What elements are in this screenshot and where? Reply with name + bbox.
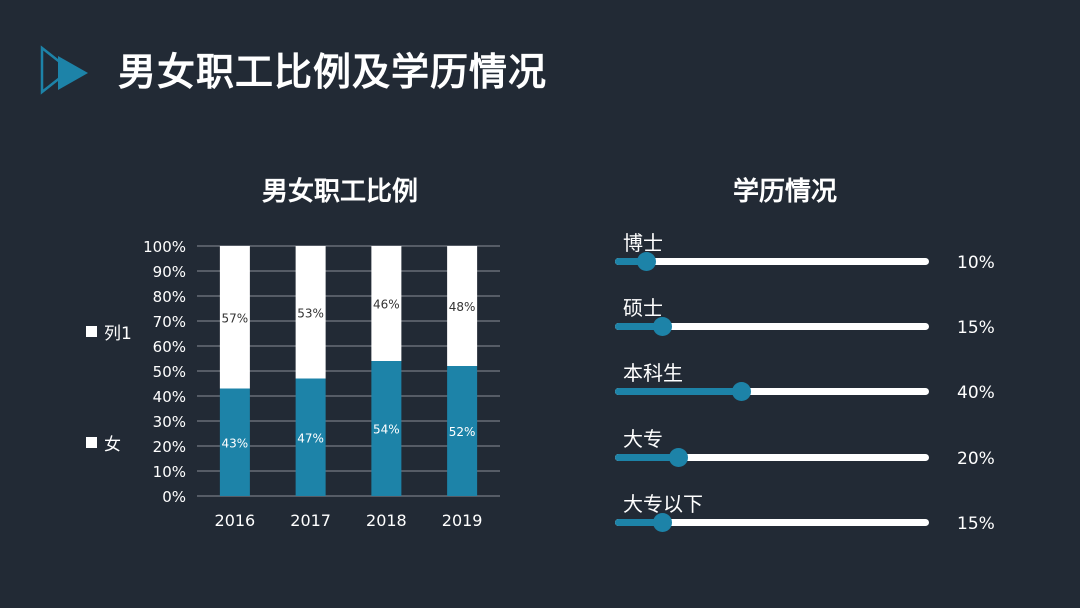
bar-female — [447, 366, 478, 496]
bar-lie1 — [219, 246, 250, 389]
education-row-master: 硕士 15% — [615, 295, 1005, 351]
data-label-lie1: 48% — [449, 300, 476, 314]
bar-lie1 — [295, 246, 326, 379]
y-tick-label: 80% — [153, 288, 186, 306]
education-slider-knob[interactable] — [731, 382, 751, 401]
x-tick-label: 2019 — [442, 511, 483, 530]
education-track — [615, 252, 929, 271]
education-label: 大专以下 — [623, 492, 703, 516]
page-title: 男女职工比例及学历情况 — [118, 50, 548, 94]
data-label-female: 54% — [373, 423, 400, 437]
y-tick-label: 40% — [153, 388, 186, 406]
bar-female — [295, 378, 326, 496]
data-label-lie1: 46% — [373, 298, 400, 312]
education-track — [615, 448, 929, 467]
education-row-bachelor: 本科生 40% — [615, 360, 1005, 416]
y-tick-label: 60% — [153, 338, 186, 356]
education-slider-knob[interactable] — [653, 513, 673, 532]
education-value: 15% — [957, 318, 995, 338]
legend-swatch-white — [86, 326, 97, 337]
bar-female — [219, 388, 250, 496]
gender-chart-title: 男女职工比例 — [262, 177, 419, 207]
legend-item-female: 女 — [86, 430, 121, 455]
education-row-phd: 博士 10% — [615, 230, 1005, 286]
y-tick-label: 20% — [153, 438, 186, 456]
legend-item-lie1: 列1 — [86, 319, 132, 344]
education-track — [615, 382, 929, 401]
education-fill — [615, 258, 647, 265]
legend-label: 女 — [104, 435, 121, 455]
education-track — [615, 513, 929, 532]
education-fill — [615, 388, 741, 395]
gender-bar-chart: 0% 10% 20% 30% 40% 50% 60% 70% 80% 90% 100% 43% 57% 2… — [143, 238, 500, 530]
education-title: 学历情况 — [733, 177, 838, 207]
legend-label: 列1 — [104, 324, 132, 344]
education-row-college: 大专 20% — [615, 426, 1005, 482]
y-tick-label: 70% — [153, 313, 186, 331]
y-tick-label: 10% — [153, 463, 186, 481]
y-tick-label: 100% — [143, 238, 186, 256]
x-tick-label: 2018 — [366, 511, 407, 530]
education-slider-knob[interactable] — [637, 252, 657, 271]
y-tick-label: 0% — [162, 488, 186, 506]
y-tick-label: 90% — [153, 263, 186, 281]
data-label-female: 43% — [222, 436, 249, 450]
x-tick-label: 2017 — [290, 511, 331, 530]
bar-female — [371, 361, 402, 496]
legend-swatch-white — [86, 437, 97, 448]
education-fill — [615, 454, 678, 461]
bar-lie1 — [371, 246, 402, 361]
bar-lie1 — [447, 246, 478, 366]
education-fill — [615, 519, 663, 526]
education-value: 20% — [957, 449, 995, 469]
education-slider-knob[interactable] — [668, 448, 688, 467]
y-tick-label: 30% — [153, 413, 186, 431]
education-value: 15% — [957, 514, 995, 534]
education-fill — [615, 323, 663, 330]
education-label: 本科生 — [623, 361, 683, 385]
education-label: 博士 — [623, 231, 663, 255]
education-label: 硕士 — [623, 296, 663, 320]
data-label-female: 52% — [449, 425, 476, 439]
play-logo-icon — [40, 45, 88, 95]
data-label-lie1: 57% — [222, 311, 249, 325]
education-value: 40% — [957, 383, 995, 403]
education-slider-knob[interactable] — [653, 317, 673, 336]
education-label: 大专 — [623, 427, 663, 451]
data-label-female: 47% — [297, 431, 324, 445]
education-row-below-college: 大专以下 15% — [615, 491, 1005, 547]
data-label-lie1: 53% — [297, 306, 324, 320]
education-track — [615, 317, 929, 336]
x-tick-label: 2016 — [215, 511, 256, 530]
education-value: 10% — [957, 253, 995, 273]
y-tick-label: 50% — [153, 363, 186, 381]
